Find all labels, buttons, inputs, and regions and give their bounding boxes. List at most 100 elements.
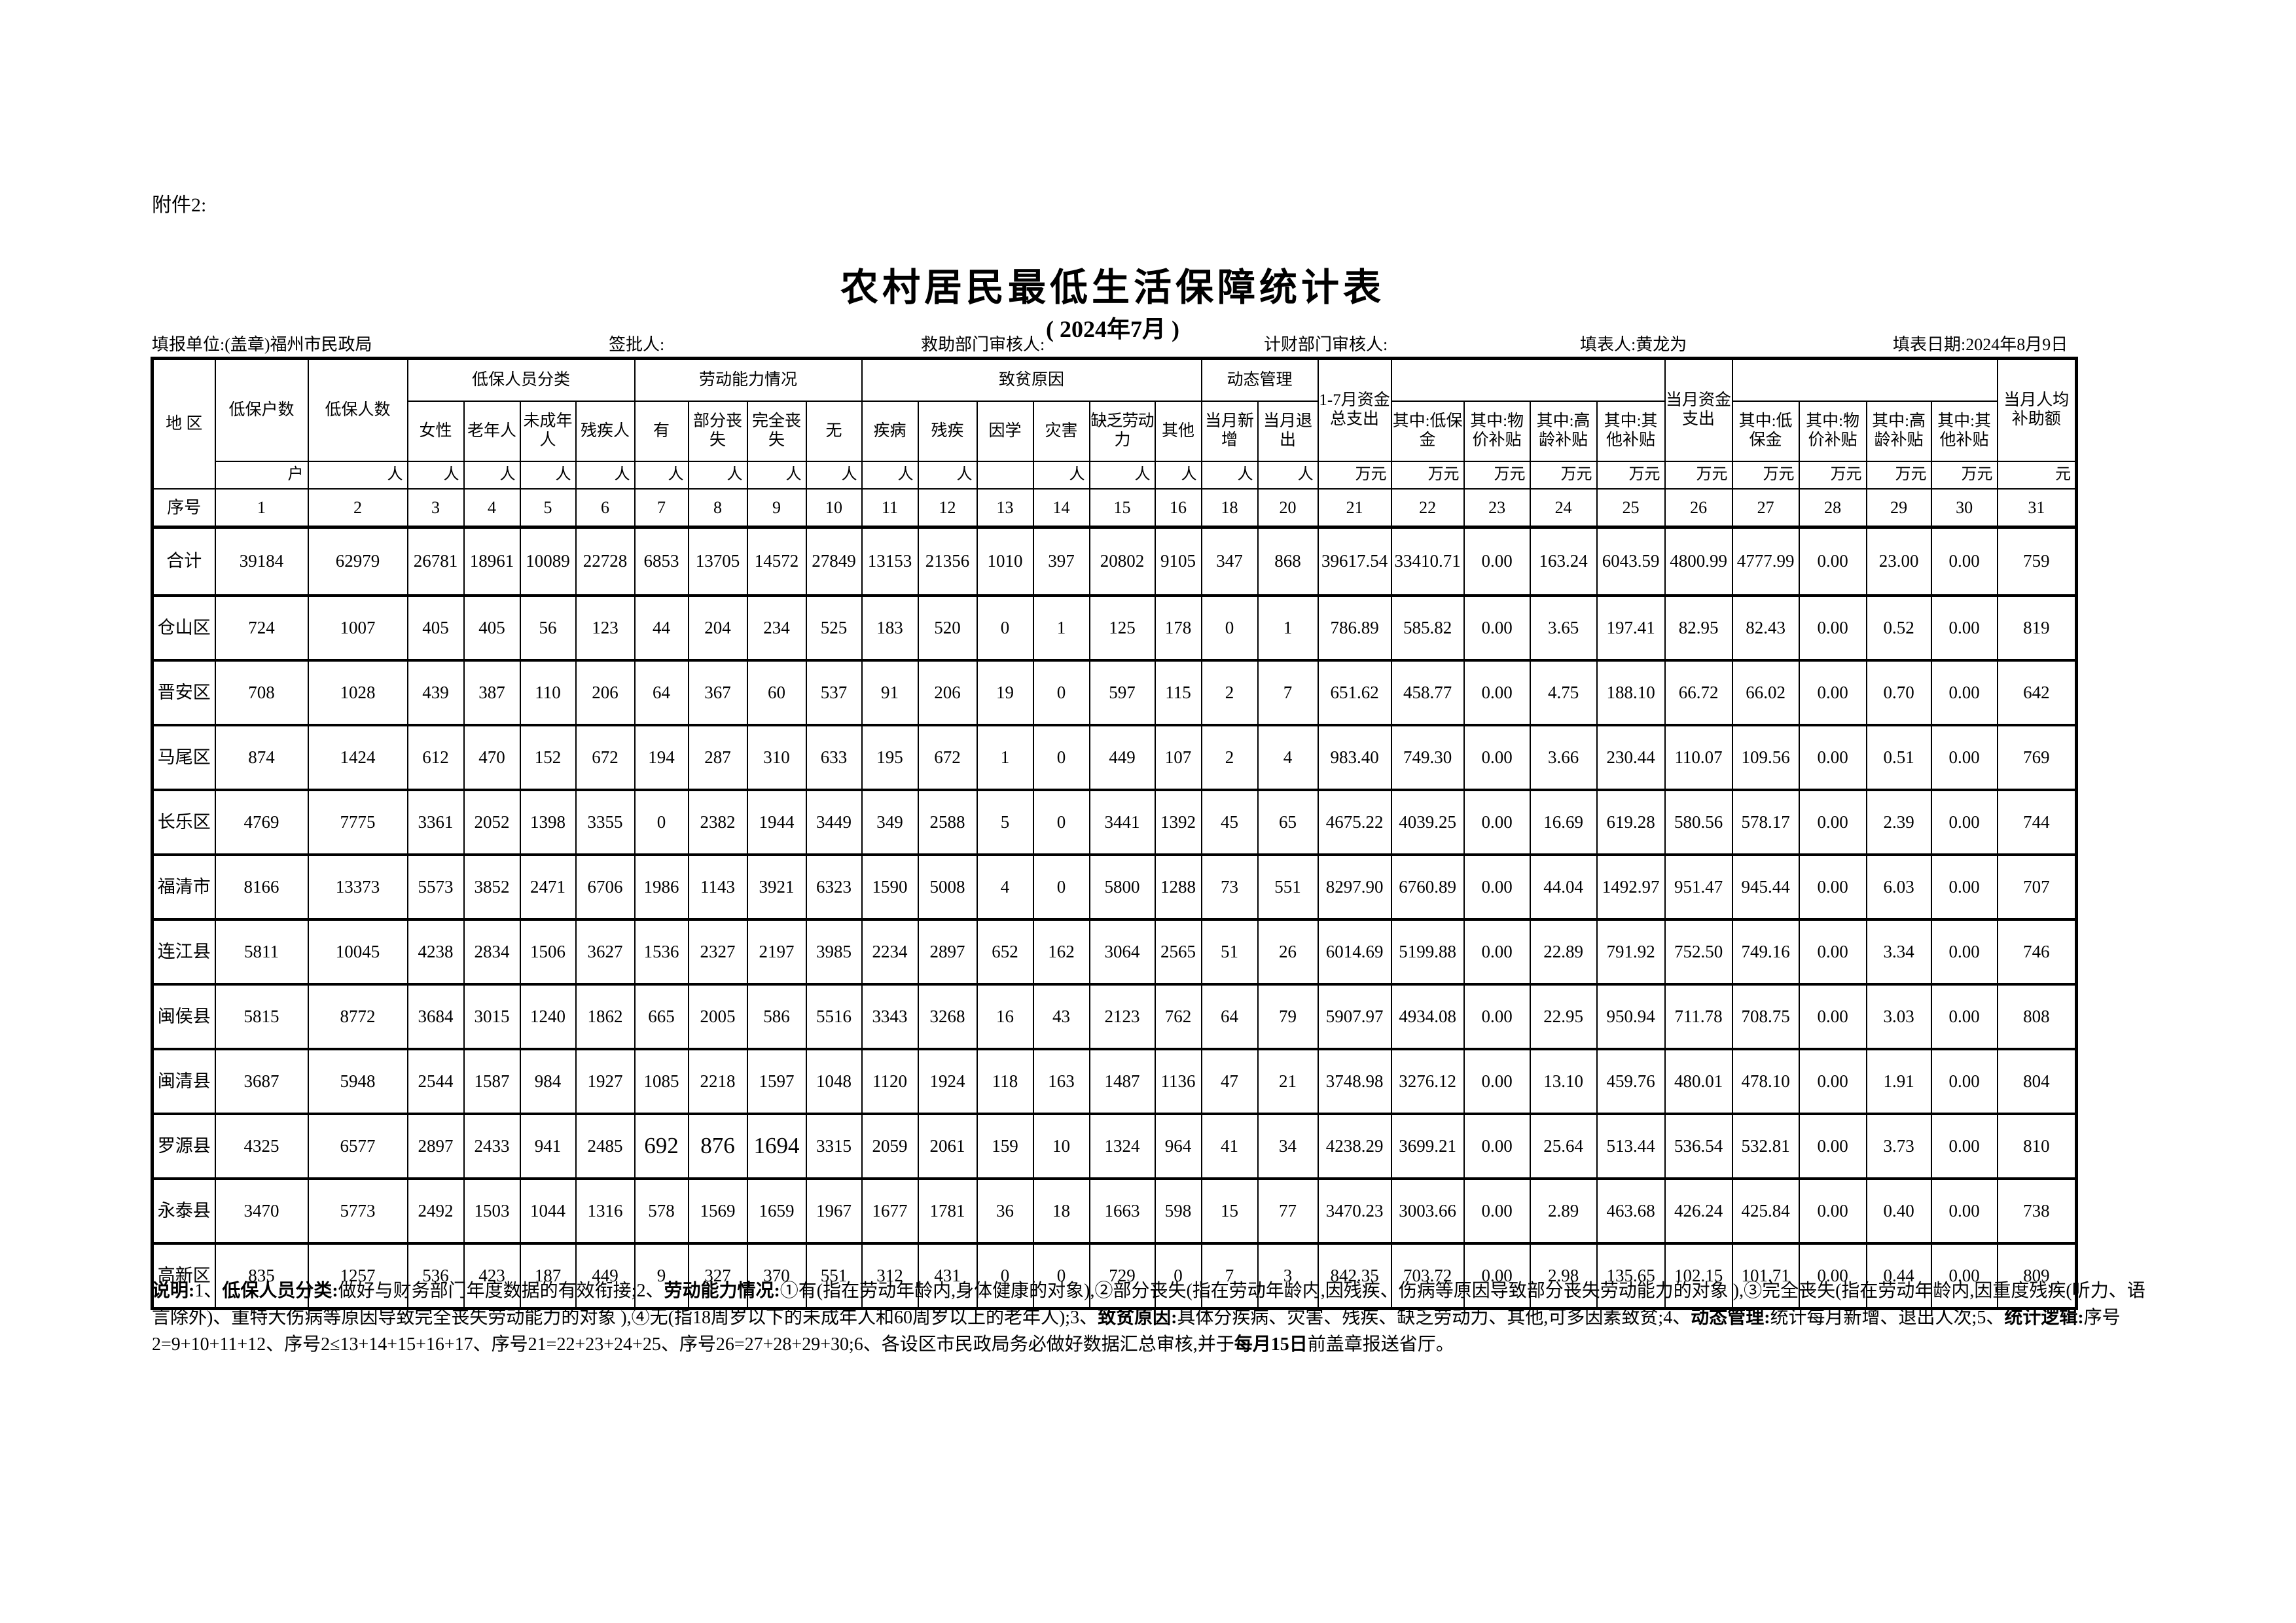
value-cell: 3921: [746, 853, 807, 921]
value-cell: 449: [575, 1242, 636, 1310]
value-cell: 367: [687, 659, 748, 726]
value-cell: 64: [1200, 983, 1259, 1050]
value-cell: 4: [1257, 724, 1319, 791]
value-cell: 187: [519, 1242, 577, 1310]
value-cell: 3.65: [1529, 594, 1598, 662]
value-cell: 0.00: [1798, 724, 1867, 791]
value-cell: 463.68: [1596, 1177, 1666, 1245]
value-cell: 3985: [805, 918, 863, 986]
footnotes: 说明:1、低保人员分类:做好与财务部门年度数据的有效衔接;2、劳动能力情况:①有…: [152, 1277, 2155, 1358]
value-cell: 597: [1088, 659, 1156, 726]
value-cell: 945.44: [1731, 853, 1800, 921]
value-cell: 77: [1257, 1177, 1319, 1245]
value-cell: 1587: [463, 1048, 521, 1115]
value-cell: 951.47: [1664, 853, 1733, 921]
table-row: 晋安区 708 1028 439 387 110 206 64 367 60 537 91 206 19 0…: [151, 659, 2077, 726]
value-cell: 8772: [307, 983, 408, 1050]
table-row: 合计 39184 62979 26781 18961 10089 22728 6853 1370…: [151, 526, 2077, 597]
value-cell: 135.65: [1596, 1242, 1666, 1310]
value-cell: 347: [1200, 526, 1259, 597]
value-cell: 3748.98: [1317, 1048, 1392, 1115]
value-cell: 45: [1200, 789, 1259, 856]
value-cell: 536.54: [1664, 1113, 1733, 1180]
cause-header: 其他: [1154, 401, 1202, 462]
value-cell: 1492.97: [1596, 853, 1666, 921]
value-cell: 7: [1257, 659, 1319, 726]
seq-number: 27: [1731, 488, 1800, 529]
value-cell: 819: [1996, 594, 2077, 662]
ability-group-header: 劳动能力情况: [634, 357, 863, 402]
value-cell: 312: [861, 1242, 919, 1310]
ytd-sub-spacer: [1390, 357, 1666, 402]
unit-cell: 万元: [1798, 461, 1867, 490]
unit-cell: 人: [634, 461, 689, 490]
value-cell: 651.62: [1317, 659, 1392, 726]
value-cell: 1240: [519, 983, 577, 1050]
value-cell: 5907.97: [1317, 983, 1392, 1050]
value-cell: 426.24: [1664, 1177, 1733, 1245]
note-term: 说明:: [152, 1281, 195, 1301]
value-cell: 598: [1154, 1177, 1202, 1245]
value-cell: 4800.99: [1664, 526, 1733, 597]
value-cell: 672: [575, 724, 636, 791]
report-unit-label: 填报单位:(盖章)福州市民政局: [152, 335, 372, 354]
value-cell: 749.16: [1731, 918, 1800, 986]
value-cell: 18961: [463, 526, 521, 597]
value-cell: 525: [805, 594, 863, 662]
region-cell: 连江县: [151, 918, 216, 986]
unit-cell: 万元: [1731, 461, 1800, 490]
table-row: 仓山区 724 1007 405 405 56 123 44 204 234 525 183 520 0 1…: [151, 594, 2077, 662]
value-cell: 13373: [307, 853, 408, 921]
value-cell: 2.39: [1865, 789, 1932, 856]
value-cell: 3470.23: [1317, 1177, 1392, 1245]
month-sub-header: 其中:物价补贴: [1798, 401, 1867, 462]
value-cell: 2834: [463, 918, 521, 986]
seq-number: 6: [575, 488, 636, 529]
value-cell: 7: [1200, 1242, 1259, 1310]
value-cell: 56: [519, 594, 577, 662]
seq-number: 18: [1200, 488, 1259, 529]
value-cell: 3852: [463, 853, 521, 921]
value-cell: 744: [1996, 789, 2077, 856]
value-cell: 0.44: [1865, 1242, 1932, 1310]
value-cell: 551: [805, 1242, 863, 1310]
seq-number: 24: [1529, 488, 1598, 529]
seq-number: 20: [1257, 488, 1319, 529]
value-cell: 6853: [634, 526, 689, 597]
value-cell: 2005: [687, 983, 748, 1050]
value-cell: 0.00: [1463, 659, 1531, 726]
value-cell: 6014.69: [1317, 918, 1392, 986]
value-cell: 703.72: [1390, 1242, 1465, 1310]
value-cell: 3268: [917, 983, 978, 1050]
per-capita-header: 当月人均补助额: [1996, 357, 2077, 462]
value-cell: 2492: [406, 1177, 465, 1245]
value-cell: 0.00: [1930, 526, 1998, 597]
value-cell: 4675.22: [1317, 789, 1392, 856]
value-cell: 178: [1154, 594, 1202, 662]
value-cell: 642: [1996, 659, 2077, 726]
value-cell: 1392: [1154, 789, 1202, 856]
value-cell: 3470: [214, 1177, 309, 1245]
value-cell: 4325: [214, 1113, 309, 1180]
report-date-label: 填表日期:2024年8月9日: [1893, 335, 2068, 354]
value-cell: 711.78: [1664, 983, 1733, 1050]
value-cell: 102.15: [1664, 1242, 1733, 1310]
seq-number: 26: [1664, 488, 1733, 529]
value-cell: 22728: [575, 526, 636, 597]
value-cell: 0.00: [1930, 983, 1998, 1050]
classification-header: 残疾人: [575, 401, 636, 462]
seq-number: 15: [1088, 488, 1156, 529]
value-cell: 22.95: [1529, 983, 1598, 1050]
month-total-header: 当月资金支出: [1664, 357, 1733, 462]
value-cell: 9105: [1154, 526, 1202, 597]
seq-number: 9: [746, 488, 807, 529]
page-title: 农村居民最低生活保障统计表: [840, 266, 1385, 309]
value-cell: 1927: [575, 1048, 636, 1115]
value-cell: 4.75: [1529, 659, 1598, 726]
note-term: 低保人员分类:: [222, 1281, 338, 1301]
ytd-total-header: 1-7月资金总支出: [1317, 357, 1392, 462]
unit-cell: 人: [1200, 461, 1259, 490]
value-cell: 64: [634, 659, 689, 726]
value-cell: 4238.29: [1317, 1113, 1392, 1180]
